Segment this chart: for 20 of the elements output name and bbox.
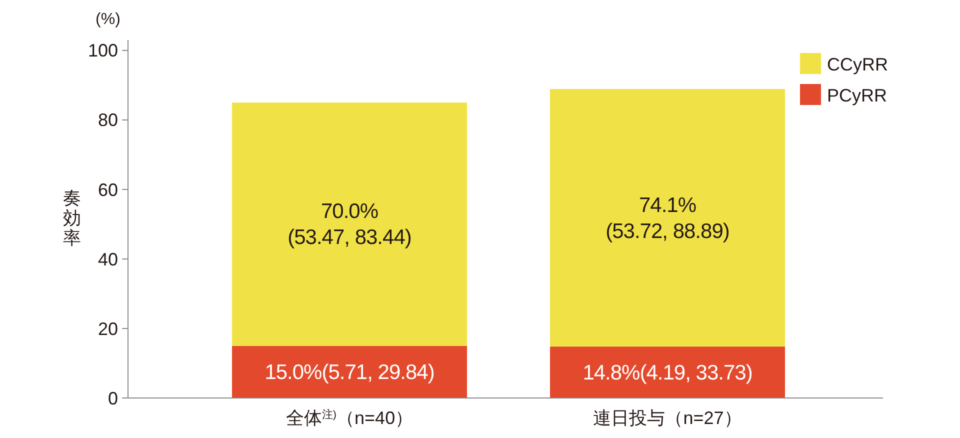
- bar: [550, 89, 785, 347]
- bar: [232, 346, 467, 398]
- y-tick-label: 60: [98, 180, 118, 200]
- bar: [550, 346, 785, 398]
- y-tick-label: 20: [98, 318, 118, 339]
- data-label: 70.0% (53.47, 83.44): [288, 200, 412, 250]
- x-tick-label: 連日投与（n=27）: [593, 408, 742, 428]
- y-axis-title: 奏効率: [63, 188, 81, 248]
- bar: [232, 102, 467, 346]
- data-label: 15.0%(5.71, 29.84): [264, 360, 434, 384]
- y-tick-label: 100: [88, 40, 118, 61]
- legend-label: PCyRR: [827, 85, 888, 106]
- text: (%): [96, 11, 120, 28]
- data-label: 74.1% (53.72, 88.89): [606, 194, 730, 243]
- legend-label: CCyRR: [827, 54, 888, 74]
- y-tick-label: 80: [98, 110, 118, 130]
- data-label: 14.8%(4.19, 33.73): [582, 361, 752, 384]
- y-tick-label: 0: [108, 388, 118, 408]
- y-tick-label: 40: [98, 249, 118, 270]
- x-tick-label: 全体$^{注)}$（n=40）: [286, 408, 414, 428]
